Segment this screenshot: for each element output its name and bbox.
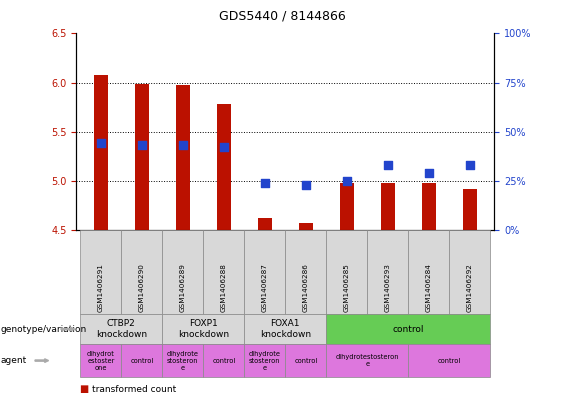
Text: control: control [131, 358, 154, 364]
Point [301, 182, 310, 188]
Text: GSM1406284: GSM1406284 [426, 264, 432, 312]
Point [342, 178, 351, 184]
Text: transformed count: transformed count [92, 385, 176, 393]
Text: GSM1406290: GSM1406290 [139, 264, 145, 312]
Bar [94, 75, 108, 230]
Bar [216, 104, 231, 230]
Point [137, 142, 146, 149]
Point [383, 162, 392, 168]
Text: control: control [294, 358, 318, 364]
Bar [134, 83, 149, 230]
Text: FOXA1
knockdown: FOXA1 knockdown [260, 320, 311, 339]
Text: agent: agent [1, 356, 27, 365]
Point [97, 140, 106, 147]
Text: GSM1406292: GSM1406292 [467, 264, 473, 312]
Bar [258, 218, 272, 230]
Text: GSM1406293: GSM1406293 [385, 264, 391, 312]
Bar [176, 85, 190, 230]
Text: dihydrote
stosteron
e: dihydrote stosteron e [249, 351, 281, 371]
Text: genotype/variation: genotype/variation [1, 325, 87, 334]
Text: control: control [438, 358, 461, 364]
Text: GSM1406291: GSM1406291 [98, 264, 104, 312]
Text: GSM1406288: GSM1406288 [221, 264, 227, 312]
Text: control: control [393, 325, 424, 334]
Point [465, 162, 474, 168]
Text: CTBP2
knockdown: CTBP2 knockdown [96, 320, 147, 339]
Text: control: control [212, 358, 236, 364]
Point [179, 142, 188, 149]
Text: dihydrote
stosteron
e: dihydrote stosteron e [167, 351, 199, 371]
Bar [463, 189, 477, 230]
Text: FOXP1
knockdown: FOXP1 knockdown [178, 320, 229, 339]
Bar [340, 183, 354, 230]
Text: GSM1406289: GSM1406289 [180, 264, 186, 312]
Point [424, 170, 433, 176]
Bar [381, 183, 395, 230]
Text: GSM1406285: GSM1406285 [344, 264, 350, 312]
Text: dihydrot
estoster
one: dihydrot estoster one [87, 351, 115, 371]
Text: GSM1406286: GSM1406286 [303, 264, 309, 312]
Bar [299, 223, 313, 230]
Text: GDS5440 / 8144866: GDS5440 / 8144866 [219, 10, 346, 23]
Bar [421, 183, 436, 230]
Point [260, 180, 270, 186]
Text: dihydrotestosteron
e: dihydrotestosteron e [336, 354, 399, 367]
Text: ■: ■ [79, 384, 88, 393]
Point [219, 144, 228, 151]
Text: GSM1406287: GSM1406287 [262, 264, 268, 312]
